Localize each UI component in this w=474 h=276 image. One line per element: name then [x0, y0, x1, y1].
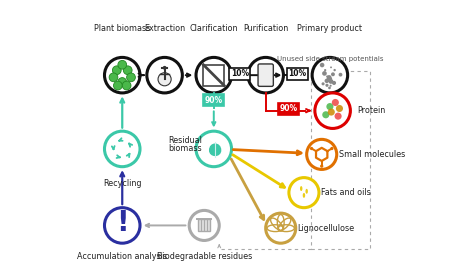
Circle shape — [330, 147, 334, 150]
Circle shape — [336, 105, 343, 112]
Text: Lignocellulose: Lignocellulose — [298, 224, 355, 233]
Ellipse shape — [303, 193, 305, 198]
Circle shape — [328, 77, 330, 79]
Text: 90%: 90% — [280, 104, 298, 113]
Circle shape — [329, 77, 332, 80]
Circle shape — [248, 57, 283, 93]
Circle shape — [104, 208, 140, 243]
Text: Primary product: Primary product — [297, 24, 363, 33]
Circle shape — [332, 81, 336, 85]
Circle shape — [328, 79, 333, 84]
Text: Recycling: Recycling — [103, 179, 142, 188]
Circle shape — [266, 213, 296, 243]
Circle shape — [331, 72, 335, 76]
Circle shape — [322, 71, 327, 76]
Circle shape — [322, 111, 329, 118]
Circle shape — [328, 108, 335, 116]
Circle shape — [196, 131, 231, 167]
FancyBboxPatch shape — [198, 219, 210, 232]
Text: Clarification: Clarification — [190, 24, 238, 33]
Circle shape — [330, 79, 333, 82]
FancyBboxPatch shape — [203, 65, 224, 86]
Ellipse shape — [300, 186, 302, 191]
Circle shape — [118, 78, 127, 86]
Circle shape — [312, 57, 347, 93]
Circle shape — [335, 113, 342, 120]
FancyBboxPatch shape — [258, 64, 273, 86]
Circle shape — [113, 81, 122, 90]
Circle shape — [189, 210, 219, 240]
Text: biomass: biomass — [168, 144, 202, 153]
Circle shape — [104, 57, 140, 93]
Text: Small molecules: Small molecules — [339, 150, 406, 159]
Circle shape — [163, 66, 166, 70]
Circle shape — [338, 73, 342, 76]
Circle shape — [326, 75, 328, 78]
Circle shape — [330, 67, 332, 68]
Text: Extraction: Extraction — [144, 24, 185, 33]
Circle shape — [324, 69, 326, 71]
Circle shape — [196, 57, 231, 93]
Circle shape — [326, 103, 333, 110]
Circle shape — [325, 79, 329, 83]
Circle shape — [329, 85, 332, 87]
Text: 10%: 10% — [288, 69, 306, 78]
Text: Biodegradable residues: Biodegradable residues — [156, 252, 252, 261]
Circle shape — [158, 73, 171, 86]
Text: Plant biomass: Plant biomass — [94, 24, 150, 33]
Circle shape — [334, 69, 336, 71]
Text: Fats and oils: Fats and oils — [321, 188, 371, 197]
Circle shape — [328, 87, 331, 89]
PathPatch shape — [210, 144, 220, 155]
Circle shape — [325, 84, 328, 87]
Text: Protein: Protein — [357, 106, 385, 115]
Circle shape — [104, 131, 140, 167]
Circle shape — [147, 57, 182, 93]
Circle shape — [127, 73, 136, 82]
Circle shape — [320, 164, 323, 168]
Circle shape — [112, 66, 121, 75]
Text: 10%: 10% — [231, 69, 249, 78]
Circle shape — [315, 93, 350, 128]
Circle shape — [327, 75, 331, 80]
Circle shape — [118, 60, 127, 69]
Text: Accumulation analysis: Accumulation analysis — [77, 252, 167, 261]
Text: Residual: Residual — [168, 136, 202, 145]
Text: Purification: Purification — [243, 24, 288, 33]
Circle shape — [289, 178, 319, 208]
Circle shape — [307, 139, 337, 169]
Circle shape — [320, 63, 324, 67]
Circle shape — [122, 81, 131, 90]
Text: 90%: 90% — [205, 96, 223, 105]
Circle shape — [310, 147, 313, 150]
Text: !: ! — [116, 209, 128, 237]
Text: Unused side stream potentials: Unused side stream potentials — [277, 56, 383, 62]
Circle shape — [123, 66, 132, 75]
Circle shape — [109, 73, 118, 82]
Circle shape — [326, 78, 330, 82]
Circle shape — [332, 99, 339, 106]
Bar — [311, 71, 370, 249]
Circle shape — [321, 82, 325, 85]
Ellipse shape — [305, 189, 308, 194]
